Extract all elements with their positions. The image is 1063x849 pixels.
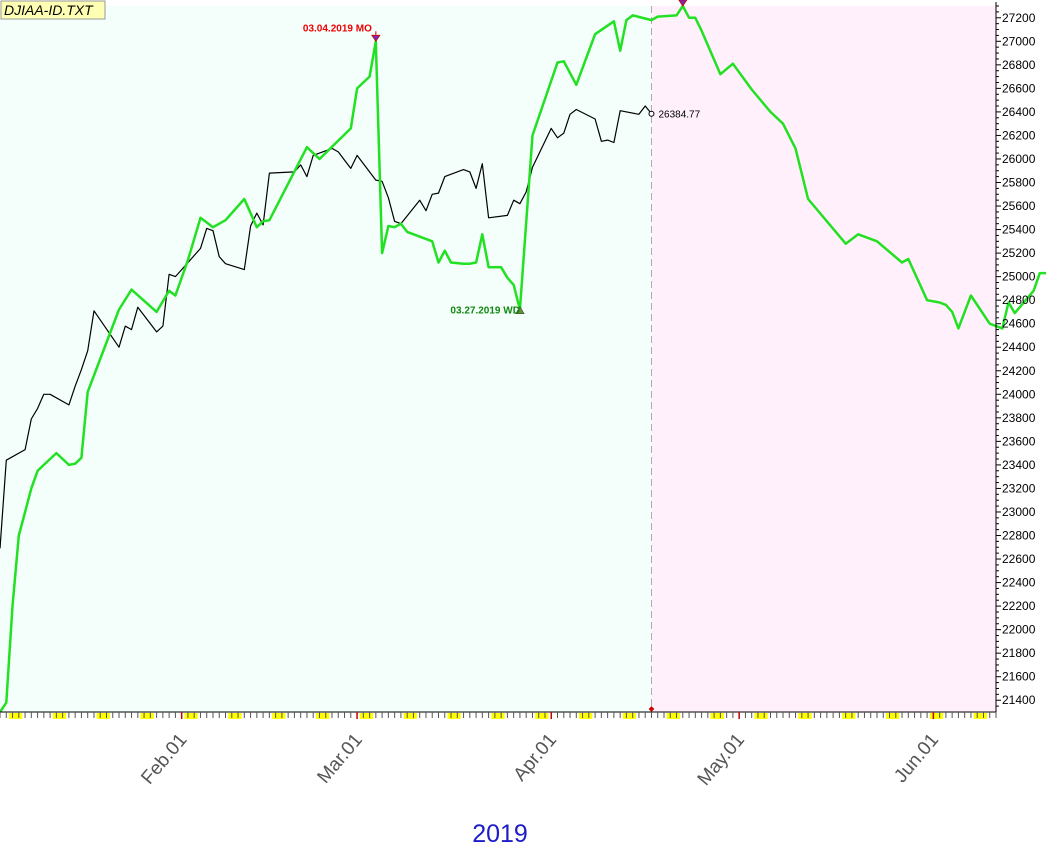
actual-line	[0, 105, 652, 549]
y-tick-label: 23400	[1002, 458, 1036, 472]
y-axis: 21400 21600 21800 22000 22200 22400 22600 22800…	[996, 5, 1036, 707]
series-layer: 26384.77	[0, 4, 1047, 713]
last-value-point	[648, 110, 655, 117]
x-tick-label: May.01	[694, 730, 749, 790]
y-tick-label: 21400	[1002, 693, 1036, 707]
y-tick-label: 21800	[1002, 646, 1036, 660]
y-tick-label: 25800	[1002, 176, 1036, 190]
y-tick-label: 26200	[1002, 128, 1036, 142]
y-tick-label: 26600	[1002, 81, 1036, 95]
y-tick-label: 22600	[1002, 552, 1036, 566]
y-tick-label: 24400	[1002, 340, 1036, 354]
y-tick-label: 24200	[1002, 364, 1036, 378]
y-tick-label: 22000	[1002, 623, 1036, 637]
y-tick-label: 25000	[1002, 270, 1036, 284]
y-tick-label: 24600	[1002, 317, 1036, 331]
high-annotation-label: 03.04.2019 MO	[303, 23, 372, 34]
y-tick-label: 23200	[1002, 481, 1036, 495]
x-tick-label: Jun.01	[890, 730, 943, 787]
y-tick-label: 27000	[1002, 34, 1036, 48]
high-arrow	[371, 34, 381, 43]
y-tick-label: 26800	[1002, 58, 1036, 72]
year-label: 2019	[472, 820, 528, 848]
y-tick-label: 26000	[1002, 152, 1036, 166]
y-tick-label: 21600	[1002, 670, 1036, 684]
y-tick-label: 25400	[1002, 223, 1036, 237]
x-tick-label: Apr.01	[510, 730, 561, 786]
y-tick-label: 25200	[1002, 246, 1036, 260]
projection-line	[0, 4, 1047, 713]
y-tick-label: 26400	[1002, 105, 1036, 119]
y-tick-label: 23800	[1002, 411, 1036, 425]
file-label-box	[0, 0, 106, 20]
y-tick-label: 23600	[1002, 434, 1036, 448]
y-tick-label: 24800	[1002, 293, 1036, 307]
high-arrow	[678, 0, 688, 7]
x-tick-label: Mar.01	[313, 730, 366, 788]
x-tick-label: Feb.01	[137, 730, 191, 789]
low-annotation-label: 03.27.2019 WD	[450, 306, 520, 317]
y-tick-label: 23000	[1002, 505, 1036, 519]
y-tick-label: 27200	[1002, 11, 1036, 25]
forecast-background	[651, 6, 996, 712]
y-tick-label: 24000	[1002, 387, 1036, 401]
file-label: DJIAA-ID.TXT	[4, 2, 94, 18]
forecast-start-marker	[648, 706, 655, 712]
low-arrow	[515, 305, 525, 314]
x-axis: Feb.01 Mar.01 Apr.01 May.01 Jun.01	[0, 706, 997, 790]
y-tick-label: 22200	[1002, 599, 1036, 613]
y-tick-label: 22400	[1002, 576, 1036, 590]
y-tick-label: 25600	[1002, 199, 1036, 213]
last-value-label: 26384.77	[658, 110, 700, 121]
y-tick-label: 22800	[1002, 529, 1036, 543]
history-background	[0, 6, 652, 712]
